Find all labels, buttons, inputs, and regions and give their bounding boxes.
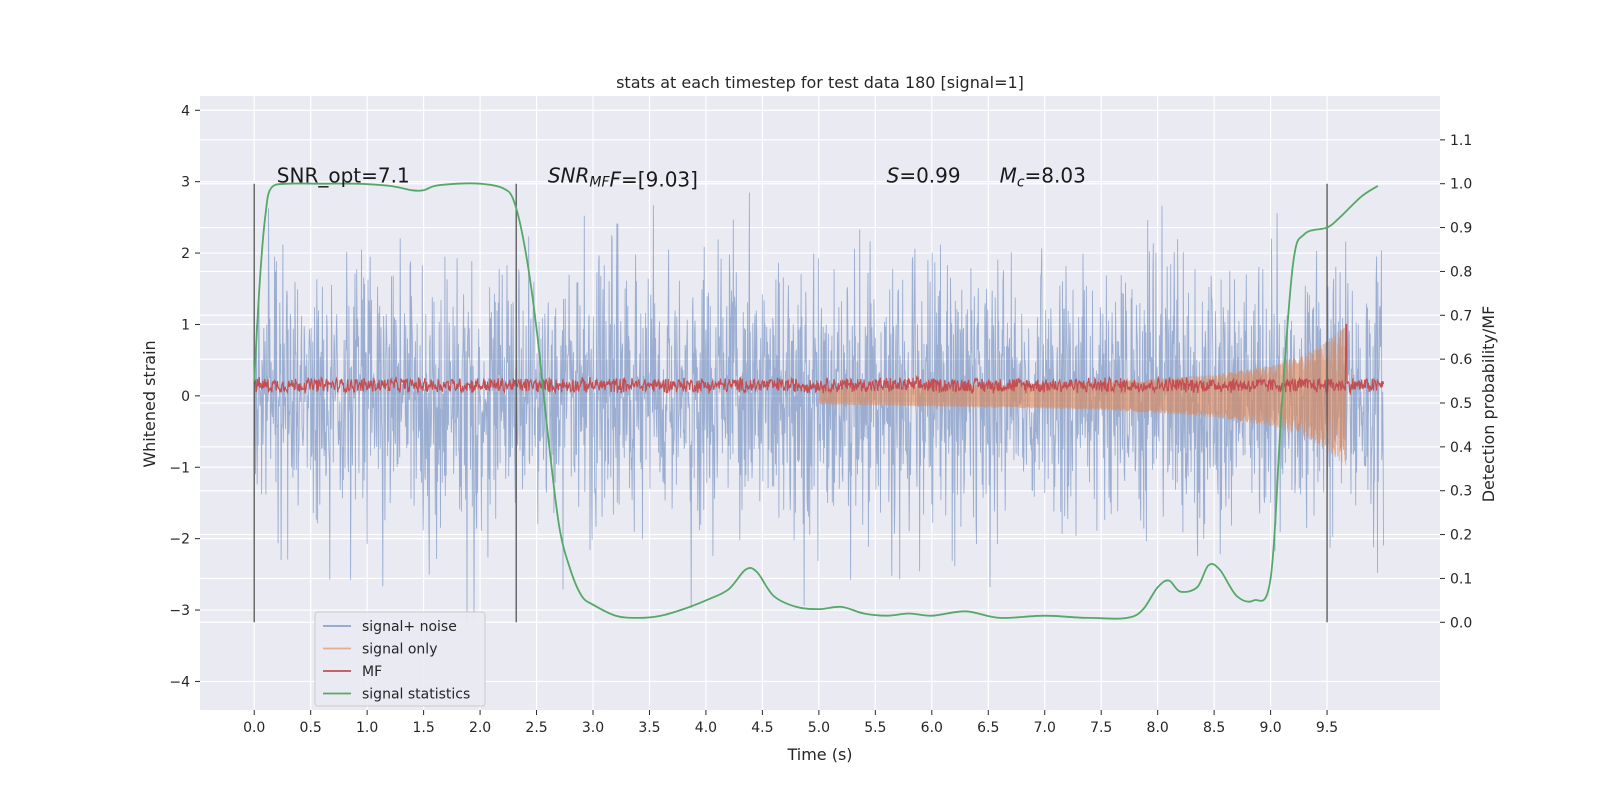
x-tick-label: 5.0 — [808, 720, 830, 736]
y-right-tick-label: 0.5 — [1450, 396, 1472, 412]
x-tick-label: 5.5 — [864, 720, 886, 736]
y-right-tick-label: 0.9 — [1450, 221, 1472, 237]
legend-box — [314, 611, 486, 707]
signal-statistics-line — [253, 182, 1379, 620]
y-left-tick-label: −1 — [169, 460, 190, 476]
y-axis-left-label: Whitened strain — [140, 340, 159, 467]
series-signal-statistics — [253, 182, 1379, 620]
x-tick-label: 7.0 — [1034, 720, 1056, 736]
legend-label: MF — [362, 664, 382, 680]
series-mf — [253, 323, 1385, 396]
x-tick-label: 3.5 — [638, 720, 660, 736]
x-tick-label: 2.5 — [525, 720, 547, 736]
signal-only-line — [818, 326, 1347, 466]
y-right-tick-label: 0.0 — [1450, 615, 1472, 631]
y-axis-right-label: Detection probability/MF — [1479, 306, 1498, 503]
x-tick-label: 6.0 — [921, 720, 943, 736]
y-right-tick-label: 0.2 — [1450, 528, 1472, 544]
y-right-tick-label: 0.8 — [1450, 264, 1472, 280]
annotation-label: SNRMFF=[9.03] — [548, 164, 698, 192]
legend: signal+ noise signal only MF signal statist… — [314, 611, 486, 707]
x-tick-label: 0.5 — [300, 720, 322, 736]
x-axis-ticks: 0.0 0.5 1.0 1.5 2.0 2.5 3.0 3.5 4.0 4.5 5.0 5.5 6.0 6… — [243, 710, 1338, 736]
y-right-tick-label: 0.3 — [1450, 484, 1472, 500]
x-tick-label: 1.0 — [356, 720, 378, 736]
x-tick-label: 4.5 — [751, 720, 773, 736]
y-right-tick-label: 1.0 — [1450, 177, 1472, 193]
x-tick-label: 2.0 — [469, 720, 491, 736]
legend-label: signal statistics — [362, 687, 470, 703]
annotation-label: SNR_opt=7.1 — [277, 164, 410, 188]
y-left-tick-label: 2 — [181, 246, 190, 262]
y-left-tick-label: −2 — [169, 532, 190, 548]
x-tick-label: 8.5 — [1203, 720, 1225, 736]
y-right-tick-label: 0.7 — [1450, 308, 1472, 324]
y-left-tick-label: 3 — [181, 175, 190, 191]
x-tick-label: 8.0 — [1147, 720, 1169, 736]
x-tick-label: 3.0 — [582, 720, 604, 736]
series-signal-only — [818, 326, 1347, 466]
annotation-label: S=0.99 — [887, 164, 961, 188]
x-tick-label: 9.5 — [1316, 720, 1338, 736]
vertical-markers — [253, 183, 1328, 623]
annotation-label: Mc=8.03 — [1000, 164, 1086, 191]
y-axis-left-ticks: 4 3 2 1 0 −1 −2 −3 −4 — [169, 103, 200, 690]
x-tick-label: 0.0 — [243, 720, 265, 736]
y-left-tick-label: −4 — [169, 674, 190, 690]
annotations: SNR_opt=7.1 SNRMFF=[9.03] S=0.99 Mc=8.03 — [277, 164, 1086, 192]
legend-label: signal+ noise — [362, 619, 457, 635]
x-tick-label: 4.0 — [695, 720, 717, 736]
y-right-tick-label: 0.1 — [1450, 571, 1472, 587]
legend-label: signal only — [362, 642, 437, 658]
grid — [200, 96, 1440, 710]
x-axis-label: Time (s) — [786, 745, 852, 764]
chart-title: stats at each timestep for test data 180… — [616, 73, 1024, 92]
y-axis-right-ticks: 1.1 1.0 0.9 0.8 0.7 0.6 0.5 0.4 0.3 0.2 0.1 0.0 — [1440, 133, 1472, 631]
x-tick-label: 7.5 — [1090, 720, 1112, 736]
mf-line — [253, 323, 1385, 396]
x-tick-label: 1.5 — [412, 720, 434, 736]
y-right-tick-label: 0.4 — [1450, 440, 1472, 456]
y-left-tick-label: 0 — [181, 389, 190, 405]
x-tick-label: 6.5 — [977, 720, 999, 736]
y-left-tick-label: 1 — [181, 317, 190, 333]
y-right-tick-label: 1.1 — [1450, 133, 1472, 149]
x-tick-label: 9.0 — [1259, 720, 1281, 736]
y-left-tick-label: −3 — [169, 603, 190, 619]
y-left-tick-label: 4 — [181, 103, 190, 119]
y-right-tick-label: 0.6 — [1450, 352, 1472, 368]
